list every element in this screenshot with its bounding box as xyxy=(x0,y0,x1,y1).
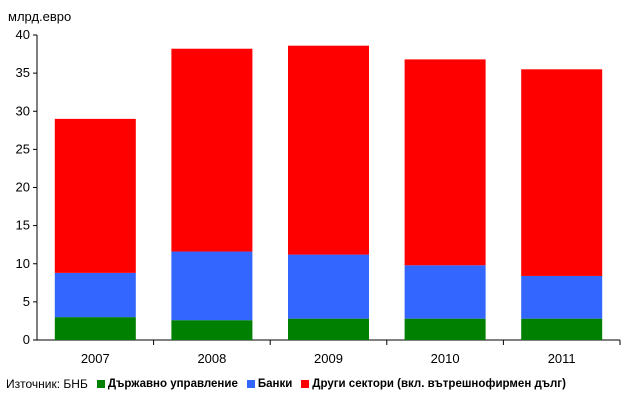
y-tick-label: 30 xyxy=(16,103,30,118)
y-tick-label: 35 xyxy=(16,65,30,80)
legend-item-banks: Банки xyxy=(246,378,293,390)
bar-2011-series-2 xyxy=(521,69,603,276)
bar-2008-series-1 xyxy=(171,251,253,321)
bar-2009-series-1 xyxy=(288,254,369,319)
bar-2007-series-1 xyxy=(54,272,136,318)
y-tick-label: 15 xyxy=(16,218,30,233)
bar-2010-series-2 xyxy=(404,59,486,266)
legend-swatch-other-sectors xyxy=(301,380,310,388)
bar-2010-series-0 xyxy=(404,318,486,340)
bar-chart: млрд.евро 0 5 10 15 20 25 30 35 40 2007 2008 2009 20… xyxy=(8,9,621,366)
bar-2009-series-0 xyxy=(288,318,369,340)
plot-area: 0 5 10 15 20 25 30 35 40 2007 2008 2009 2010 2011 xyxy=(16,27,621,366)
y-tick-label: 5 xyxy=(23,294,30,309)
legend: Източник: БНБ Държавно управление Банки … xyxy=(6,377,566,391)
bar-2008-series-0 xyxy=(171,320,253,340)
bar-2008-series-2 xyxy=(171,48,253,252)
y-tick-label: 20 xyxy=(16,180,30,195)
x-tick-label: 2007 xyxy=(81,351,110,366)
x-tick-label: 2008 xyxy=(197,351,226,366)
legend-label-government: Държавно управление xyxy=(107,378,238,390)
bar-2011-series-1 xyxy=(521,275,603,319)
legend-label-other-sectors: Други сектори (вкл. вътрешнофирмен дълг) xyxy=(312,378,566,390)
legend-swatch-banks xyxy=(246,380,255,388)
x-tick-label: 2011 xyxy=(548,351,576,366)
bar-2011-series-0 xyxy=(521,318,603,340)
bar-2009-series-2 xyxy=(288,45,369,255)
y-tick-label: 10 xyxy=(16,256,30,271)
y-tick-label: 0 xyxy=(23,332,30,347)
legend-swatch-government xyxy=(96,380,105,388)
legend-item-government: Държавно управление xyxy=(96,378,238,390)
source-note: Източник: БНБ xyxy=(6,377,88,391)
y-tick-label: 25 xyxy=(16,141,30,156)
y-axis-label: млрд.евро xyxy=(8,9,71,24)
x-tick-label: 2010 xyxy=(431,351,460,366)
legend-item-other-sectors: Други сектори (вкл. вътрешнофирмен дълг) xyxy=(301,378,566,390)
y-tick-label: 40 xyxy=(16,27,30,42)
bar-2007-series-0 xyxy=(54,317,136,340)
x-tick-label: 2009 xyxy=(314,351,343,366)
bar-2010-series-1 xyxy=(404,265,486,319)
legend-label-banks: Банки xyxy=(257,378,293,390)
bar-2007-series-2 xyxy=(54,118,136,273)
